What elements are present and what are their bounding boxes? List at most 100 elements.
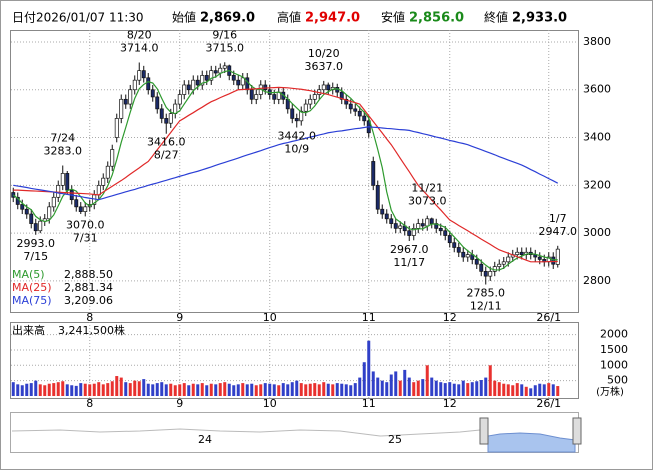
volume-bar [128, 383, 132, 396]
volume-bar [290, 382, 294, 396]
volume-bar [169, 383, 173, 396]
volume-bar [497, 382, 501, 396]
volume-bar [340, 383, 344, 396]
volume-bar [389, 374, 393, 396]
volume-bar [43, 385, 47, 396]
annotation-date: 8/20 [127, 29, 152, 42]
candle-body [168, 113, 173, 124]
candle-body [380, 208, 385, 215]
volume-bar [227, 383, 231, 396]
volume-bar [92, 383, 96, 396]
ma-line [13, 126, 559, 201]
volume-bar [200, 383, 204, 396]
volume-bar [110, 381, 114, 396]
navigator-handle[interactable] [572, 417, 582, 445]
volume-bar [448, 382, 452, 396]
navigator-handle[interactable] [479, 417, 489, 445]
candle-body [249, 89, 254, 100]
volume-bar [362, 362, 366, 396]
volume-bar [353, 383, 357, 396]
candle-body [537, 256, 542, 260]
volume-bar [335, 383, 339, 396]
volume-bar [493, 380, 497, 396]
volume-bar [97, 382, 101, 396]
volume-bar [191, 383, 195, 396]
volume-bar [218, 383, 222, 396]
volume-bar [214, 384, 218, 396]
volume-bar [331, 384, 335, 396]
annotation-value: 2947.0 [539, 225, 578, 238]
candle-body [83, 206, 88, 212]
candle-body [555, 248, 560, 265]
field-value: 2,869.0 [200, 11, 255, 26]
field-label: 安値 [381, 10, 405, 25]
volume-bar [196, 384, 200, 396]
candle-body [177, 94, 182, 105]
volume-bar [416, 380, 420, 396]
y-tick-label: 3000 [583, 226, 611, 239]
volume-bar [65, 384, 69, 396]
volume-bar [182, 383, 186, 396]
annotation-value: 2785.0 [467, 287, 506, 300]
candle-body [20, 204, 25, 210]
volume-bar [205, 385, 209, 396]
candle-body [123, 98, 128, 105]
candle-body [155, 96, 160, 110]
volume-bar [533, 385, 537, 396]
volume-bar [79, 383, 83, 396]
volume-bar [385, 382, 389, 396]
volume-bar [506, 384, 510, 396]
candle-body [420, 223, 425, 227]
candle-body [114, 118, 119, 138]
volume-bar [209, 383, 213, 396]
volume-bar [52, 383, 56, 396]
annotation-date: 7/15 [23, 250, 48, 263]
candle-body [312, 94, 317, 100]
candle-body [339, 91, 344, 100]
volume-bar [322, 382, 326, 396]
annotation-date: 9/16 [212, 28, 237, 41]
candle-body [348, 103, 353, 110]
candle-body [204, 75, 209, 81]
annotation-value: 2993.0 [17, 237, 56, 250]
candle-body [429, 218, 434, 224]
volume-bar [308, 383, 312, 396]
candle-body [290, 108, 295, 119]
volume-bar [511, 385, 515, 396]
candle-body [137, 70, 142, 81]
volume-bar [245, 384, 249, 396]
volume-bar [70, 385, 74, 396]
volume-unit: (万株) [596, 385, 624, 398]
candle-body [254, 94, 259, 100]
y-tick-label: 3200 [583, 178, 611, 191]
date: 2026/01/07 11:30 [36, 11, 144, 25]
candle-body [60, 173, 65, 186]
volume-bar [268, 383, 272, 396]
candle-body [483, 271, 488, 277]
volume-bar [38, 384, 42, 396]
navigator-label: 24 [198, 433, 212, 446]
volume-bar [281, 383, 285, 396]
candle-body [362, 115, 367, 122]
volume-bar [371, 371, 375, 396]
volume-bar [277, 385, 281, 396]
volume-bar [56, 382, 60, 396]
volume-bar [515, 383, 519, 396]
volume-bar [394, 371, 398, 396]
x-tick-label: 11 [362, 397, 376, 410]
candle-body [213, 70, 218, 74]
candle-body [425, 218, 430, 227]
volume-bar [178, 384, 182, 396]
volume-bar [380, 380, 384, 396]
volume-bar [47, 383, 51, 396]
candle-body [51, 196, 56, 208]
candle-body [357, 110, 362, 117]
annotation-value: 3715.0 [206, 41, 245, 54]
annotation-value: 2967.0 [390, 243, 429, 256]
volume-bar [344, 384, 348, 396]
volume-bar [470, 382, 474, 396]
candle-body [443, 230, 448, 236]
candle-body [438, 228, 443, 232]
legend-name: MA(5) [12, 268, 45, 281]
